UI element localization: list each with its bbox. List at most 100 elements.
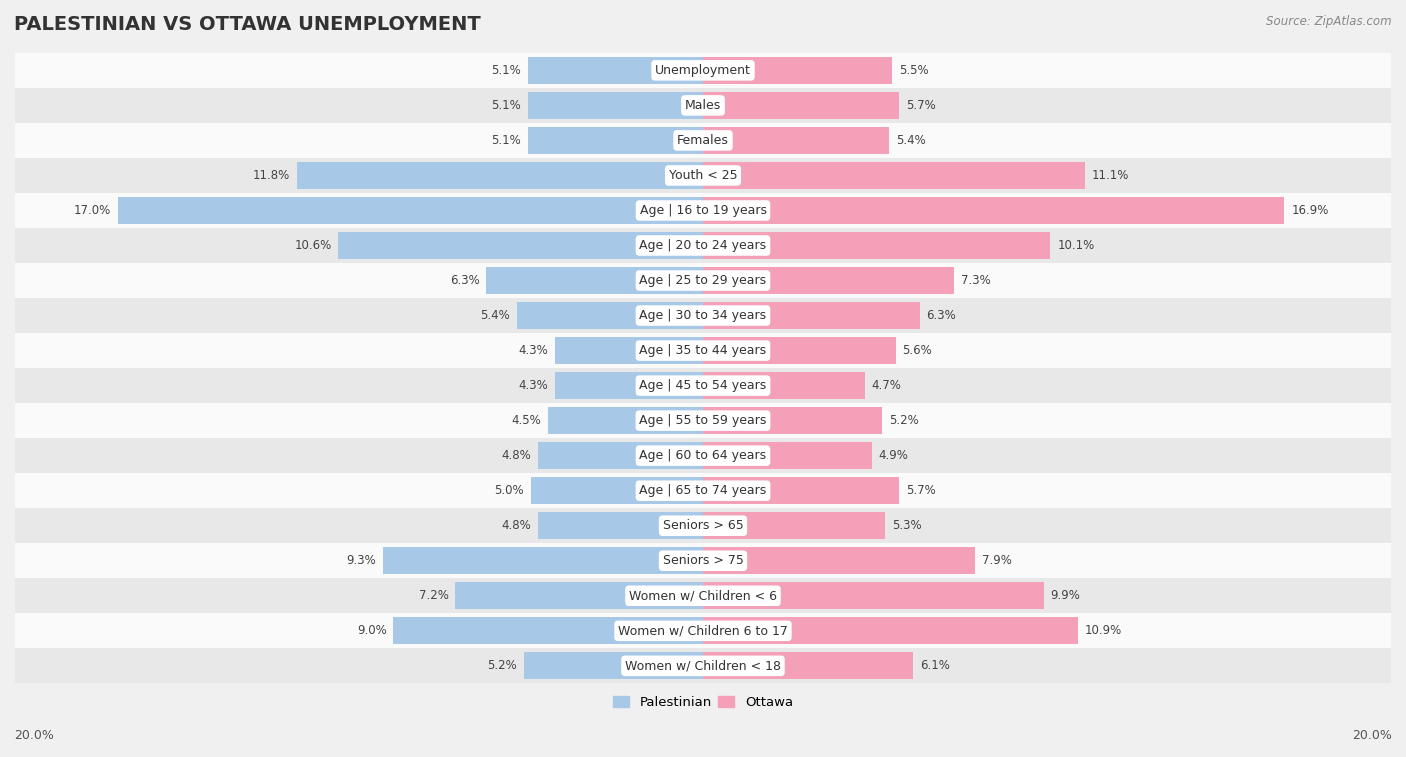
Bar [15, 88, 1391, 123]
Bar [538, 512, 703, 540]
Bar [548, 407, 703, 435]
Text: 9.0%: 9.0% [357, 625, 387, 637]
Text: 5.2%: 5.2% [889, 414, 918, 427]
Bar [517, 302, 703, 329]
Text: 4.3%: 4.3% [519, 379, 548, 392]
Bar [15, 193, 1391, 228]
Text: Females: Females [678, 134, 728, 147]
Text: 16.9%: 16.9% [1291, 204, 1329, 217]
Text: 5.1%: 5.1% [491, 134, 520, 147]
Text: 5.2%: 5.2% [488, 659, 517, 672]
Text: 5.1%: 5.1% [491, 64, 520, 77]
Bar [456, 582, 703, 609]
Bar [15, 508, 1391, 544]
Bar [703, 547, 974, 575]
Text: 9.3%: 9.3% [346, 554, 377, 567]
Text: 17.0%: 17.0% [75, 204, 111, 217]
Bar [703, 477, 898, 504]
Text: 5.7%: 5.7% [905, 99, 936, 112]
Text: Males: Males [685, 99, 721, 112]
Bar [703, 197, 1284, 224]
Legend: Palestinian, Ottawa: Palestinian, Ottawa [607, 691, 799, 715]
Text: 5.7%: 5.7% [905, 484, 936, 497]
Text: Source: ZipAtlas.com: Source: ZipAtlas.com [1267, 15, 1392, 28]
Text: 5.5%: 5.5% [898, 64, 929, 77]
Bar [15, 158, 1391, 193]
Text: Age | 35 to 44 years: Age | 35 to 44 years [640, 344, 766, 357]
Text: 11.8%: 11.8% [253, 169, 290, 182]
Text: 5.1%: 5.1% [491, 99, 520, 112]
Text: 20.0%: 20.0% [14, 729, 53, 742]
Text: 4.7%: 4.7% [872, 379, 901, 392]
Text: 5.0%: 5.0% [495, 484, 524, 497]
Bar [703, 162, 1085, 189]
Bar [703, 302, 920, 329]
Text: 4.8%: 4.8% [502, 519, 531, 532]
Text: 10.1%: 10.1% [1057, 239, 1094, 252]
Bar [15, 613, 1391, 648]
Text: 6.3%: 6.3% [927, 309, 956, 322]
Text: Youth < 25: Youth < 25 [669, 169, 737, 182]
Text: 5.3%: 5.3% [893, 519, 922, 532]
Bar [15, 53, 1391, 88]
Text: PALESTINIAN VS OTTAWA UNEMPLOYMENT: PALESTINIAN VS OTTAWA UNEMPLOYMENT [14, 15, 481, 34]
Text: Age | 30 to 34 years: Age | 30 to 34 years [640, 309, 766, 322]
Text: Women w/ Children < 6: Women w/ Children < 6 [628, 589, 778, 603]
Bar [382, 547, 703, 575]
Text: Seniors > 65: Seniors > 65 [662, 519, 744, 532]
Text: 5.4%: 5.4% [481, 309, 510, 322]
Bar [527, 57, 703, 84]
Bar [15, 438, 1391, 473]
Bar [15, 578, 1391, 613]
Bar [486, 267, 703, 294]
Bar [15, 368, 1391, 403]
Bar [703, 92, 898, 119]
Text: 4.9%: 4.9% [879, 449, 908, 463]
Text: 7.2%: 7.2% [419, 589, 449, 603]
Bar [703, 267, 955, 294]
Bar [118, 197, 703, 224]
Text: Age | 65 to 74 years: Age | 65 to 74 years [640, 484, 766, 497]
Text: 5.6%: 5.6% [903, 344, 932, 357]
Bar [15, 123, 1391, 158]
Bar [15, 228, 1391, 263]
Bar [703, 512, 886, 540]
Text: 20.0%: 20.0% [1353, 729, 1392, 742]
Bar [15, 263, 1391, 298]
Bar [703, 126, 889, 154]
Bar [524, 653, 703, 680]
Bar [703, 57, 893, 84]
Text: 10.6%: 10.6% [294, 239, 332, 252]
Bar [15, 298, 1391, 333]
Bar [703, 407, 882, 435]
Text: Age | 25 to 29 years: Age | 25 to 29 years [640, 274, 766, 287]
Bar [703, 442, 872, 469]
Text: 4.5%: 4.5% [512, 414, 541, 427]
Text: Women w/ Children < 18: Women w/ Children < 18 [626, 659, 780, 672]
Text: Age | 60 to 64 years: Age | 60 to 64 years [640, 449, 766, 463]
Bar [703, 617, 1078, 644]
Text: 6.1%: 6.1% [920, 659, 949, 672]
Bar [555, 372, 703, 399]
Bar [703, 582, 1043, 609]
Text: 10.9%: 10.9% [1085, 625, 1122, 637]
Bar [15, 333, 1391, 368]
Text: Women w/ Children 6 to 17: Women w/ Children 6 to 17 [619, 625, 787, 637]
Text: 5.4%: 5.4% [896, 134, 925, 147]
Text: 4.8%: 4.8% [502, 449, 531, 463]
Text: 7.3%: 7.3% [960, 274, 991, 287]
Bar [15, 544, 1391, 578]
Text: 11.1%: 11.1% [1091, 169, 1129, 182]
Text: Unemployment: Unemployment [655, 64, 751, 77]
Bar [531, 477, 703, 504]
Bar [394, 617, 703, 644]
Text: Age | 45 to 54 years: Age | 45 to 54 years [640, 379, 766, 392]
Text: 9.9%: 9.9% [1050, 589, 1080, 603]
Bar [527, 126, 703, 154]
Bar [15, 473, 1391, 508]
Bar [703, 232, 1050, 259]
Bar [297, 162, 703, 189]
Bar [703, 372, 865, 399]
Bar [15, 403, 1391, 438]
Bar [538, 442, 703, 469]
